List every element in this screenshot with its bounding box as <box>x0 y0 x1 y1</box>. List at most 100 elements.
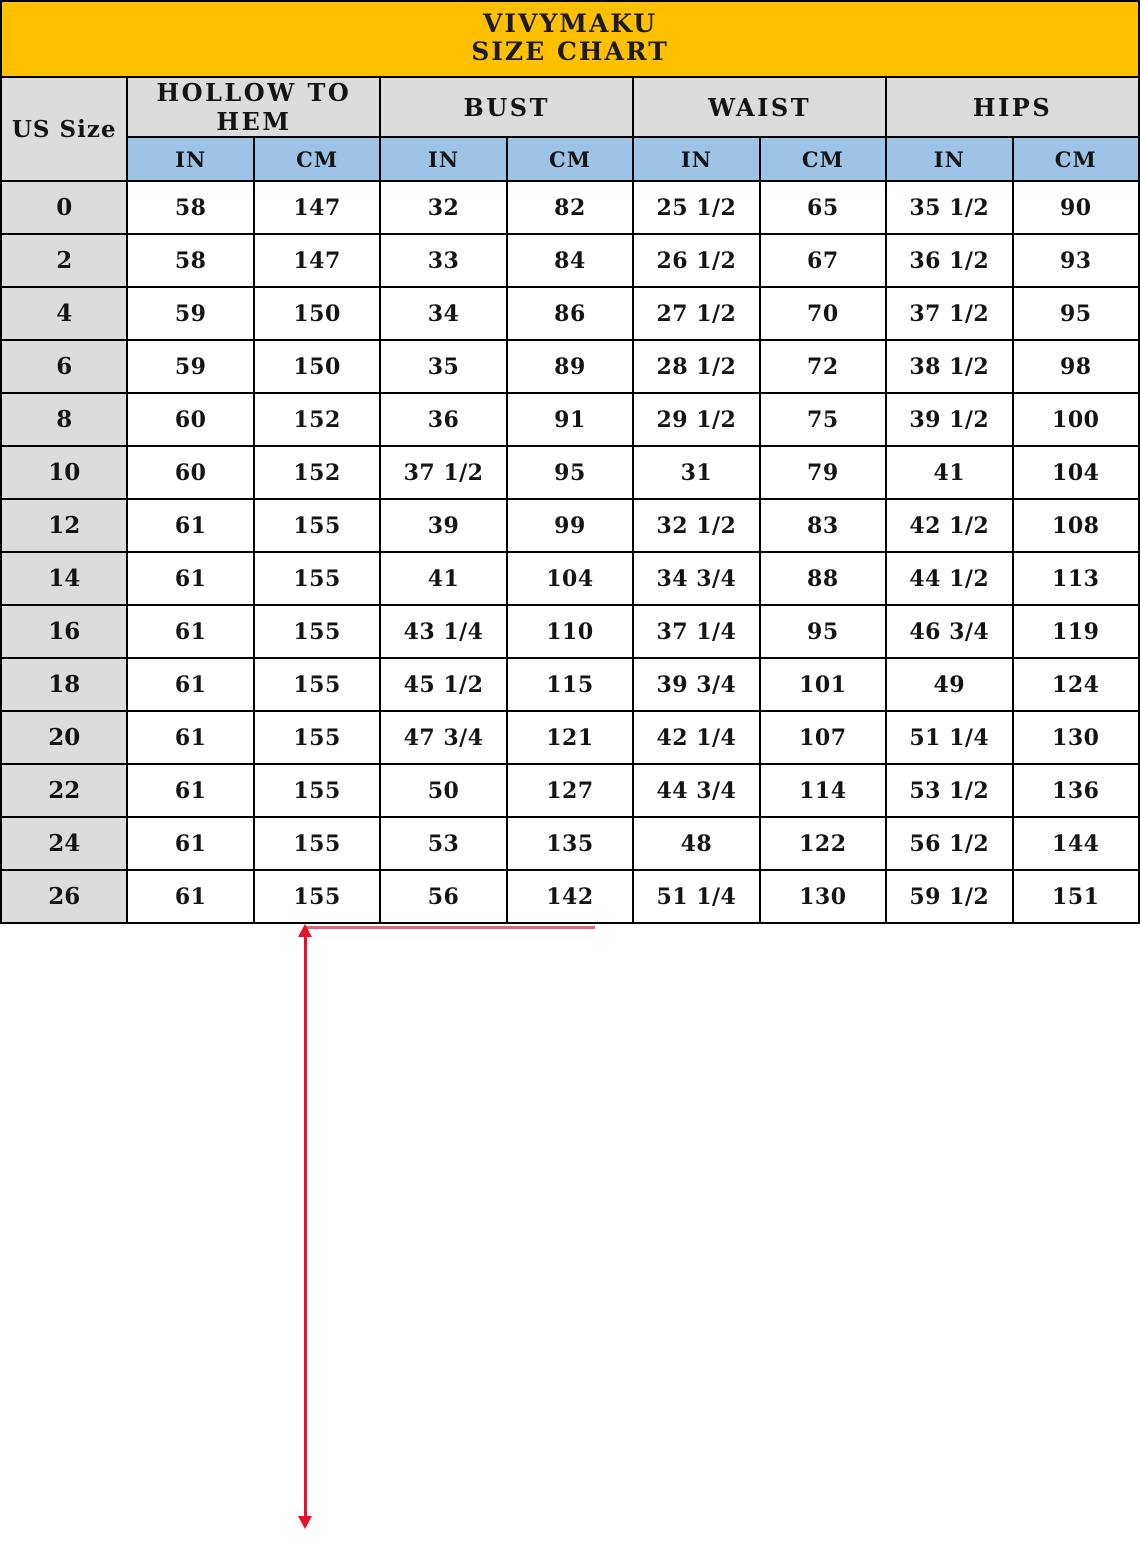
row-cell: 144 <box>1011 816 1140 871</box>
table-row: 14 61 155 41 104 34 3/4 88 44 1/2 113 <box>0 551 1140 606</box>
row-cell: 82 <box>505 180 635 235</box>
row-cell: 155 <box>252 869 382 924</box>
height-arrow-down <box>298 1516 312 1529</box>
row-cell: 65 <box>758 180 888 235</box>
row-cell: 50 <box>379 763 508 818</box>
row-cell: 60 <box>126 392 255 447</box>
unit-header-hollow-cm: CM <box>252 136 382 182</box>
row-cell: 70 <box>758 286 888 341</box>
row-cell: 108 <box>1011 498 1140 553</box>
group-header-bust: BUST <box>379 76 635 138</box>
row-cell: 130 <box>1011 710 1140 765</box>
unit-header-bust-in: IN <box>379 136 508 182</box>
row-cell: 100 <box>1011 392 1140 447</box>
row-us-size: 8 <box>0 392 129 447</box>
table-row: 22 61 155 50 127 44 3/4 114 53 1/2 136 <box>0 763 1140 818</box>
row-cell: 47 3/4 <box>379 710 508 765</box>
row-cell: 42 1/2 <box>885 498 1014 553</box>
row-cell: 75 <box>758 392 888 447</box>
brand-name: VIVYMAKU <box>482 9 658 38</box>
row-cell: 121 <box>505 710 635 765</box>
row-cell: 89 <box>505 339 635 394</box>
table-row: 24 61 155 53 135 48 122 56 1/2 144 <box>0 816 1140 871</box>
row-cell: 91 <box>505 392 635 447</box>
row-cell: 32 1/2 <box>632 498 761 553</box>
row-us-size: 0 <box>0 180 129 235</box>
table-row: 12 61 155 39 99 32 1/2 83 42 1/2 108 <box>0 498 1140 553</box>
table-row: 26 61 155 56 142 51 1/4 130 59 1/2 151 <box>0 869 1140 924</box>
row-cell: 93 <box>1011 233 1140 288</box>
row-cell: 61 <box>126 710 255 765</box>
group-header-row: US Size HOLLOW TO HEM BUST WAIST HIPS <box>0 76 1140 182</box>
row-cell: 51 1/4 <box>885 710 1014 765</box>
row-cell: 44 3/4 <box>632 763 761 818</box>
row-cell: 115 <box>505 657 635 712</box>
row-us-size: 12 <box>0 498 129 553</box>
row-cell: 155 <box>252 710 382 765</box>
group-header-hollow-to-hem: HOLLOW TO HEM <box>126 76 382 138</box>
row-cell: 155 <box>252 604 382 659</box>
row-cell: 51 1/4 <box>632 869 761 924</box>
unit-header-waist-cm: CM <box>758 136 888 182</box>
row-cell: 42 1/4 <box>632 710 761 765</box>
row-cell: 39 <box>379 498 508 553</box>
row-cell: 61 <box>126 869 255 924</box>
row-cell: 113 <box>1011 551 1140 606</box>
row-cell: 37 1/2 <box>379 445 508 500</box>
height-arrow-up <box>298 924 312 937</box>
row-cell: 142 <box>505 869 635 924</box>
row-cell: 45 1/2 <box>379 657 508 712</box>
row-cell: 29 1/2 <box>632 392 761 447</box>
row-cell: 34 <box>379 286 508 341</box>
row-us-size: 14 <box>0 551 129 606</box>
unit-header-row: IN CM IN CM IN CM IN CM <box>1 136 1140 182</box>
row-cell: 48 <box>632 816 761 871</box>
row-cell: 155 <box>252 657 382 712</box>
unit-header-bust-cm: CM <box>505 136 635 182</box>
row-cell: 86 <box>505 286 635 341</box>
row-cell: 72 <box>758 339 888 394</box>
row-cell: 39 1/2 <box>885 392 1014 447</box>
row-cell: 38 1/2 <box>885 339 1014 394</box>
group-header-hips: HIPS <box>885 76 1140 138</box>
row-us-size: 4 <box>0 286 129 341</box>
row-cell: 61 <box>126 551 255 606</box>
row-cell: 58 <box>126 233 255 288</box>
us-size-header: US Size <box>0 76 129 182</box>
row-cell: 61 <box>126 816 255 871</box>
row-cell: 46 3/4 <box>885 604 1014 659</box>
row-cell: 36 <box>379 392 508 447</box>
row-cell: 61 <box>126 604 255 659</box>
group-header-waist: WAIST <box>632 76 888 138</box>
table-row: 6 59 150 35 89 28 1/2 72 38 1/2 98 <box>0 339 1140 394</box>
row-cell: 59 1/2 <box>885 869 1014 924</box>
row-cell: 36 1/2 <box>885 233 1014 288</box>
row-cell: 110 <box>505 604 635 659</box>
row-cell: 39 3/4 <box>632 657 761 712</box>
row-us-size: 2 <box>0 233 129 288</box>
row-cell: 37 1/2 <box>885 286 1014 341</box>
table-row: 16 61 155 43 1/4 110 37 1/4 95 46 3/4 119 <box>0 604 1140 659</box>
row-cell: 150 <box>252 339 382 394</box>
row-cell: 41 <box>379 551 508 606</box>
row-cell: 114 <box>758 763 888 818</box>
row-us-size: 20 <box>0 710 129 765</box>
row-cell: 147 <box>252 233 382 288</box>
row-cell: 25 1/2 <box>632 180 761 235</box>
row-cell: 127 <box>505 763 635 818</box>
row-us-size: 18 <box>0 657 129 712</box>
table-row: 8 60 152 36 91 29 1/2 75 39 1/2 100 <box>0 392 1140 447</box>
row-cell: 56 1/2 <box>885 816 1014 871</box>
row-us-size: 16 <box>0 604 129 659</box>
row-cell: 90 <box>1011 180 1140 235</box>
row-us-size: 6 <box>0 339 129 394</box>
row-cell: 35 <box>379 339 508 394</box>
row-cell: 61 <box>126 657 255 712</box>
unit-header-hips-in: IN <box>885 136 1014 182</box>
row-cell: 67 <box>758 233 888 288</box>
size-chart-table: VIVYMAKU SIZE CHART US Size HOLLOW TO HE… <box>0 0 1140 924</box>
table-row: 0 58 147 32 82 25 1/2 65 35 1/2 90 <box>0 180 1140 235</box>
row-cell: 59 <box>126 339 255 394</box>
height-vertical-line <box>304 932 307 1526</box>
row-cell: 56 <box>379 869 508 924</box>
